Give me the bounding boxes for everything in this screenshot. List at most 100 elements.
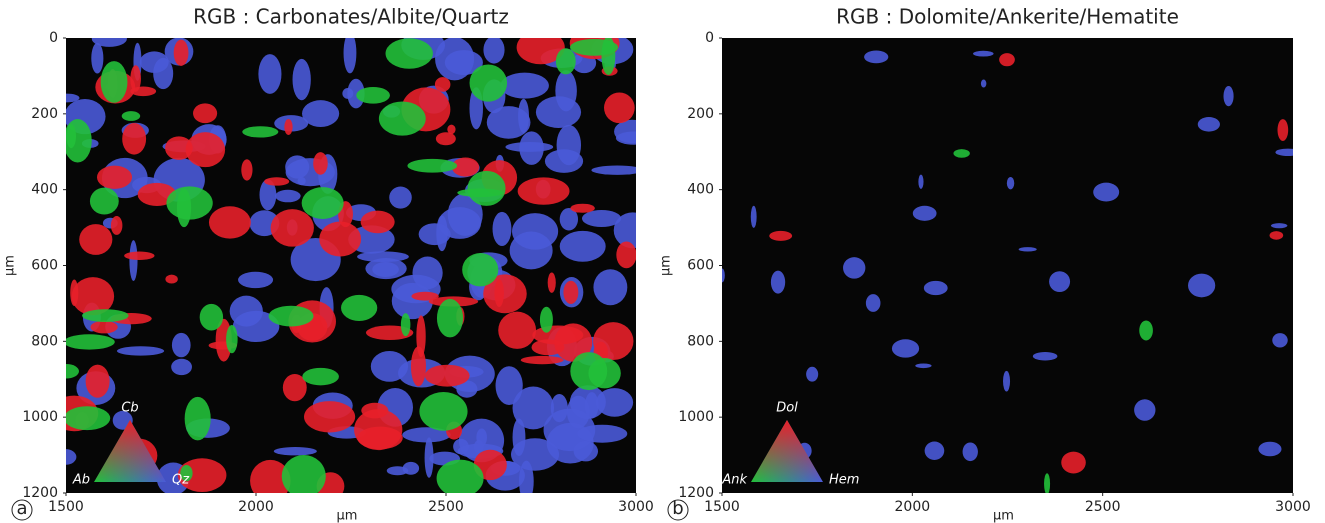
mineral-patch bbox=[137, 182, 177, 207]
mineral-patch bbox=[495, 366, 523, 405]
mineral-patch bbox=[1272, 333, 1288, 348]
mineral-patch bbox=[419, 392, 468, 431]
y-tick-label: 400 bbox=[687, 182, 714, 198]
mineral-patch bbox=[110, 216, 123, 235]
mineral-patch bbox=[436, 298, 464, 338]
chart-title: RGB : Carbonates/Albite/Quartz bbox=[193, 5, 509, 29]
mineral-patch bbox=[962, 442, 978, 462]
mineral-patch bbox=[554, 323, 593, 362]
mineral-patch bbox=[282, 373, 307, 402]
mineral-patch bbox=[923, 280, 948, 296]
mineral-patch bbox=[447, 124, 456, 135]
mineral-patch bbox=[616, 241, 636, 269]
mineral-patch bbox=[467, 170, 506, 206]
panel-label-circle bbox=[667, 499, 689, 521]
mineral-patch bbox=[343, 38, 357, 74]
mineral-patch bbox=[519, 460, 534, 493]
mineral-patch bbox=[806, 366, 819, 382]
mineral-patch bbox=[601, 38, 616, 76]
mineral-patch bbox=[70, 279, 79, 307]
y-tick-label: 0 bbox=[705, 30, 714, 46]
mineral-patch bbox=[232, 310, 280, 343]
mineral-patch bbox=[71, 277, 115, 316]
mineral-patch bbox=[559, 207, 579, 231]
mineral-patch bbox=[122, 123, 147, 155]
y-tick-label: 600 bbox=[31, 258, 58, 274]
mineral-patch bbox=[171, 332, 191, 358]
mineral-patch bbox=[566, 395, 590, 429]
mineral-patch bbox=[1275, 148, 1293, 156]
mineral-patch bbox=[85, 364, 110, 398]
mineral-patch bbox=[570, 203, 595, 213]
mineral-patch bbox=[357, 251, 409, 263]
x-tick-label: 2500 bbox=[428, 499, 464, 515]
mineral-patch bbox=[535, 96, 582, 128]
mineral-patch bbox=[185, 132, 226, 168]
x-tick-label: 1500 bbox=[48, 499, 84, 515]
mineral-patch bbox=[492, 211, 512, 247]
mineral-patch bbox=[199, 303, 224, 331]
mineral-patch bbox=[411, 291, 439, 301]
mineral-patch bbox=[1018, 247, 1037, 252]
panel-label-circle bbox=[11, 499, 33, 521]
mineral-patch bbox=[520, 355, 564, 365]
mineral-patch bbox=[391, 282, 433, 320]
mineral-patch bbox=[1032, 352, 1058, 361]
x-tick-label: 2000 bbox=[238, 499, 274, 515]
mineral-patch bbox=[770, 270, 786, 294]
legend-label: Qz bbox=[172, 473, 190, 488]
mineral-patch bbox=[593, 269, 628, 306]
mineral-patch bbox=[184, 396, 211, 441]
mineral-patch bbox=[166, 186, 213, 220]
mineral-patch bbox=[165, 136, 193, 160]
mineral-patch bbox=[264, 177, 290, 186]
mineral-patch bbox=[456, 380, 478, 398]
legend-label: Ank bbox=[721, 473, 747, 488]
mineral-patch bbox=[1223, 85, 1234, 107]
legend-label: Hem bbox=[829, 473, 859, 488]
mineral-patch bbox=[1258, 441, 1282, 457]
mineral-patch bbox=[66, 334, 115, 350]
mineral-patch bbox=[500, 72, 549, 99]
mineral-patch bbox=[577, 424, 628, 443]
mineral-patch bbox=[434, 77, 451, 92]
mineral-patch bbox=[66, 119, 92, 163]
mineral-patch bbox=[517, 177, 570, 205]
legend-triangle-overlay bbox=[94, 420, 166, 482]
mineral-patch bbox=[1197, 117, 1220, 132]
mineral-patch bbox=[912, 205, 937, 221]
mineral-patch bbox=[242, 126, 279, 138]
mineral-patch bbox=[402, 427, 451, 443]
mineral-patch bbox=[1277, 119, 1289, 141]
mineral-patch bbox=[864, 50, 889, 64]
mineral-patch bbox=[1061, 451, 1086, 474]
mineral-patch bbox=[769, 230, 793, 241]
panel-label: b bbox=[672, 498, 683, 519]
mineral-patch bbox=[593, 322, 634, 361]
x-tick-label: 2500 bbox=[1085, 499, 1121, 515]
y-tick-label: 400 bbox=[31, 182, 58, 198]
y-tick-label: 600 bbox=[687, 258, 714, 274]
x-axis-label: µm bbox=[337, 509, 358, 523]
mineral-patch bbox=[1188, 273, 1216, 298]
mineral-patch bbox=[66, 406, 111, 431]
mineral-patch bbox=[1093, 182, 1120, 202]
mineral-patch bbox=[400, 313, 411, 337]
legend-label: Cb bbox=[121, 401, 138, 416]
mineral-patch bbox=[544, 149, 584, 173]
mineral-patch bbox=[1134, 399, 1156, 421]
y-tick-label: 1000 bbox=[22, 409, 58, 425]
mineral-patch bbox=[539, 306, 553, 333]
mineral-patch bbox=[275, 189, 301, 203]
mineral-patch bbox=[66, 449, 77, 465]
mineral-patch bbox=[581, 209, 622, 228]
mineral-patch bbox=[614, 119, 636, 144]
mineral-patch bbox=[918, 174, 924, 189]
mineral-patch bbox=[121, 111, 141, 121]
mineral-patch bbox=[483, 274, 527, 314]
mineral-patch bbox=[100, 61, 128, 103]
mineral-patch bbox=[924, 441, 945, 460]
mineral-patch bbox=[915, 363, 932, 369]
mineral-patch bbox=[90, 320, 118, 334]
y-tick-label: 800 bbox=[687, 333, 714, 349]
